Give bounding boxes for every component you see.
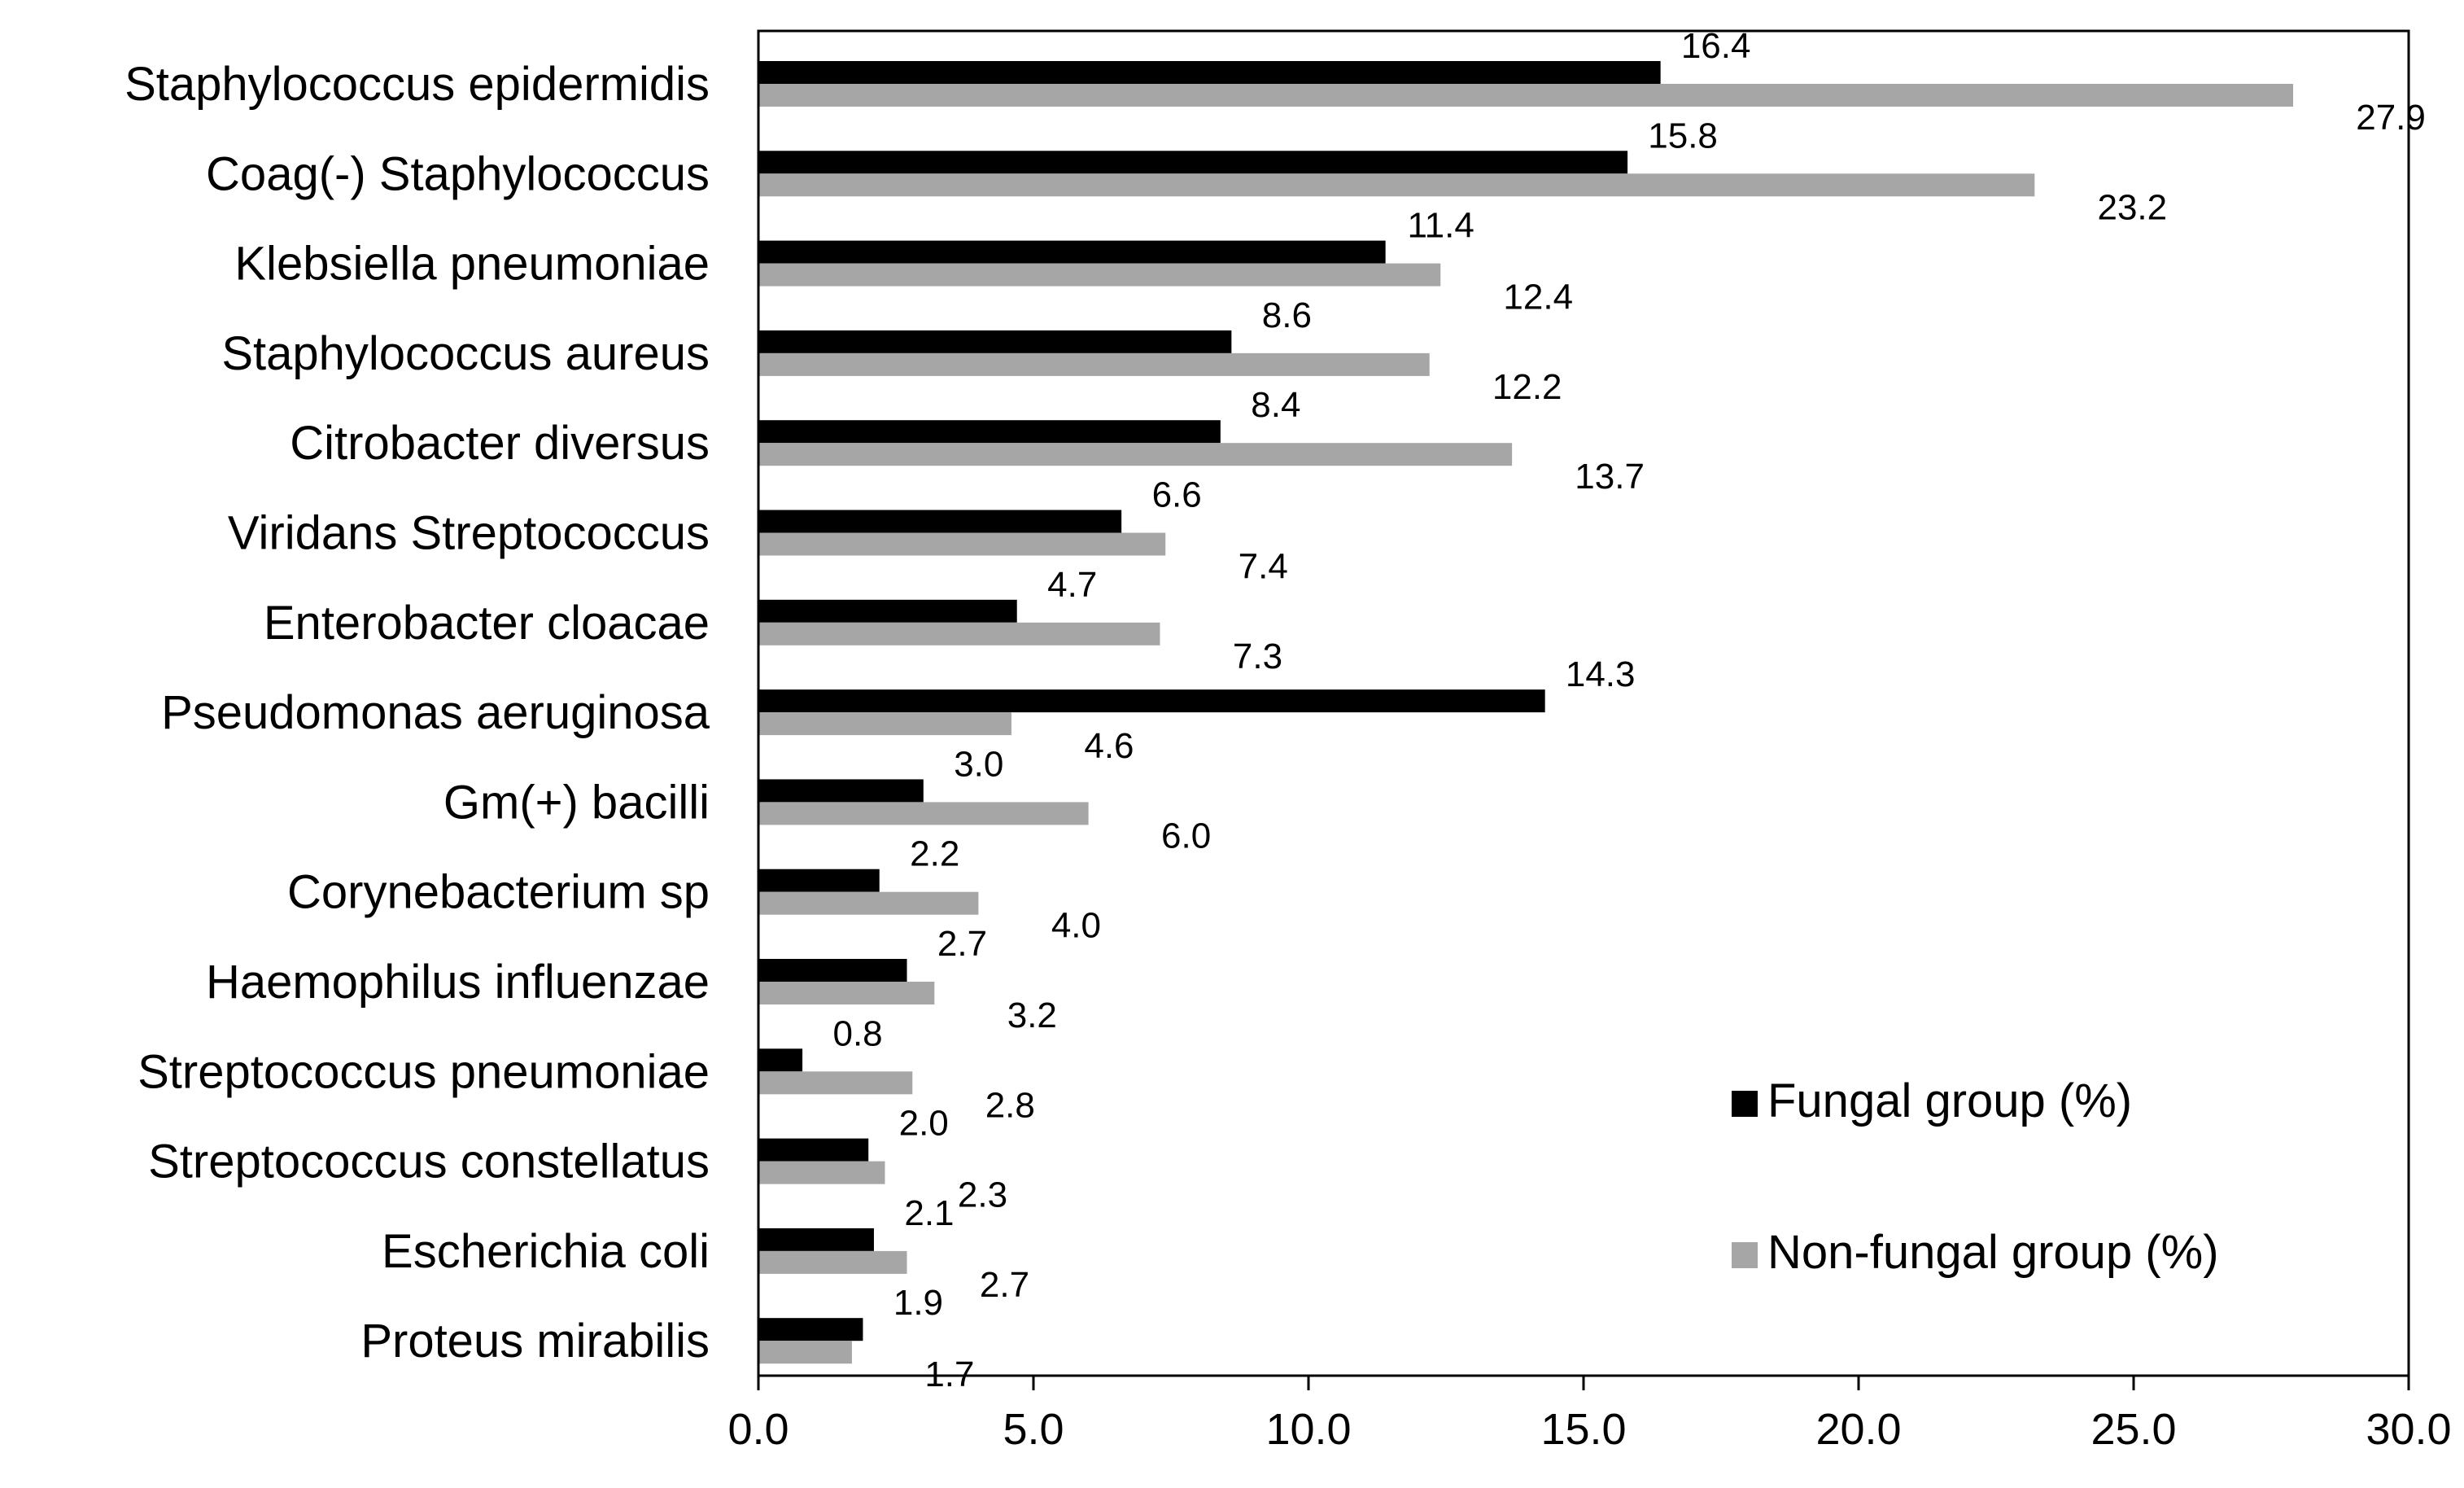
legend: Fungal group (%) Non-fungal group (%): [1732, 1074, 2219, 1279]
category-label: Coag(-) Staphylococcus: [206, 147, 710, 200]
value-label-fungal: 11.4: [1407, 206, 1474, 246]
bar-fungal: [758, 1318, 863, 1341]
bar-fungal: [758, 869, 880, 892]
value-label-fungal: 2.7: [937, 924, 987, 964]
value-label-fungal: 8.4: [1251, 385, 1300, 425]
category-label: Escherichia coli: [382, 1225, 710, 1278]
bar-non-fungal: [758, 891, 979, 915]
x-tick-label: 15.0: [1540, 1405, 1626, 1454]
category-label: Streptococcus pneumoniae: [138, 1045, 710, 1098]
value-label-non-fungal: 3.2: [1007, 996, 1057, 1035]
x-tick-label: 25.0: [2090, 1405, 2176, 1454]
value-label-non-fungal: 23.2: [2097, 187, 2167, 227]
value-label-non-fungal: 2.8: [985, 1085, 1035, 1125]
value-label-non-fungal: 2.7: [980, 1265, 1029, 1305]
value-label-non-fungal: 7.3: [1233, 637, 1282, 676]
bar-non-fungal: [758, 802, 1089, 825]
bar-non-fungal: [758, 1161, 885, 1184]
value-label-non-fungal: 12.4: [1503, 278, 1573, 317]
bar-non-fungal: [758, 352, 1430, 376]
category-label: Gm(+) bacilli: [443, 776, 710, 829]
bar-non-fungal: [758, 443, 1513, 466]
category-label: Corynebacterium sp: [287, 866, 710, 919]
value-label-fungal: 1.9: [893, 1283, 943, 1323]
bar-fungal: [758, 61, 1661, 84]
legend-label-non-fungal: Non-fungal group (%): [1767, 1226, 2219, 1279]
bars-layer: [758, 61, 2294, 1364]
value-label-non-fungal: 7.4: [1239, 547, 1288, 587]
bar-non-fungal: [758, 982, 935, 1004]
bar-non-fungal: [758, 622, 1160, 646]
legend-swatch-fungal: [1732, 1091, 1758, 1117]
value-label-fungal: 2.1: [904, 1193, 954, 1233]
category-label: Staphylococcus aureus: [221, 327, 710, 380]
category-label: Pseudomonas aeruginosa: [161, 686, 710, 739]
value-label-non-fungal: 4.0: [1051, 906, 1101, 946]
x-tick-label: 10.0: [1265, 1405, 1351, 1454]
category-label: Haemophilus influenzae: [206, 956, 710, 1009]
legend-swatch-non-fungal: [1732, 1242, 1758, 1268]
bar-non-fungal: [758, 263, 1441, 287]
x-tick-label: 0.0: [727, 1405, 789, 1454]
value-label-non-fungal: 2.3: [958, 1175, 1007, 1215]
value-label-fungal: 3.0: [954, 744, 1003, 784]
value-label-fungal: 0.8: [832, 1013, 882, 1053]
bar-non-fungal: [758, 84, 2294, 107]
bar-fungal: [758, 1048, 803, 1072]
bar-fungal: [758, 779, 924, 803]
category-label: Enterobacter cloacae: [264, 597, 710, 650]
bar-fungal: [758, 330, 1232, 353]
value-label-non-fungal: 6.0: [1161, 816, 1211, 856]
x-tick-label: 30.0: [2366, 1405, 2451, 1454]
value-label-non-fungal: 27.9: [2356, 98, 2426, 138]
category-label: Citrobacter diversus: [290, 417, 710, 470]
value-label-fungal: 16.4: [1681, 26, 1751, 66]
bar-non-fungal: [758, 1341, 852, 1364]
bar-non-fungal: [758, 1071, 913, 1095]
bar-fungal: [758, 240, 1386, 264]
axes-layer: 0.0 5.0 10.0 15.0 20.0 25.0 30.0: [727, 29, 2452, 1454]
value-labels-layer: 16.4 27.9 15.8 23.2 11.4 12.4 8.6 12.2 8.4 13.7 6.…: [832, 26, 2425, 1394]
category-label: Streptococcus constellatus: [148, 1136, 710, 1188]
category-label: Viridans Streptococcus: [228, 507, 710, 560]
bar-fungal: [758, 420, 1221, 444]
bar-non-fungal: [758, 1250, 907, 1274]
value-label-fungal: 4.7: [1047, 565, 1097, 605]
value-label-fungal: 6.6: [1152, 475, 1202, 515]
value-label-fungal: 2.2: [910, 834, 959, 874]
value-label-fungal: 14.3: [1566, 654, 1636, 694]
value-label-non-fungal: 12.2: [1492, 367, 1562, 407]
value-label-fungal: 2.0: [899, 1104, 949, 1144]
x-tick-label: 5.0: [1003, 1405, 1064, 1454]
category-label: Staphylococcus epidermidis: [125, 58, 710, 111]
bar-fungal: [758, 1228, 874, 1251]
category-label: Klebsiella pneumoniae: [234, 238, 710, 291]
category-label: Proteus mirabilis: [360, 1315, 710, 1368]
bar-non-fungal: [758, 173, 2035, 197]
bar-fungal: [758, 510, 1122, 533]
bar-fungal: [758, 689, 1545, 713]
value-label-non-fungal: 13.7: [1575, 457, 1645, 497]
bar-fungal: [758, 599, 1017, 623]
legend-label-fungal: Fungal group (%): [1767, 1074, 2132, 1127]
bar-non-fungal: [758, 532, 1166, 556]
value-label-fungal: 15.8: [1648, 116, 1718, 155]
x-tick-label: 20.0: [1815, 1405, 1901, 1454]
category-labels-layer: Staphylococcus epidermidis Coag(-) Staphy…: [125, 58, 710, 1368]
bar-non-fungal: [758, 712, 1011, 736]
value-label-non-fungal: 4.6: [1084, 726, 1134, 766]
bar-fungal: [758, 1138, 869, 1162]
bar-fungal: [758, 959, 907, 982]
value-label-fungal: 8.6: [1262, 295, 1312, 335]
bar-fungal: [758, 151, 1628, 174]
